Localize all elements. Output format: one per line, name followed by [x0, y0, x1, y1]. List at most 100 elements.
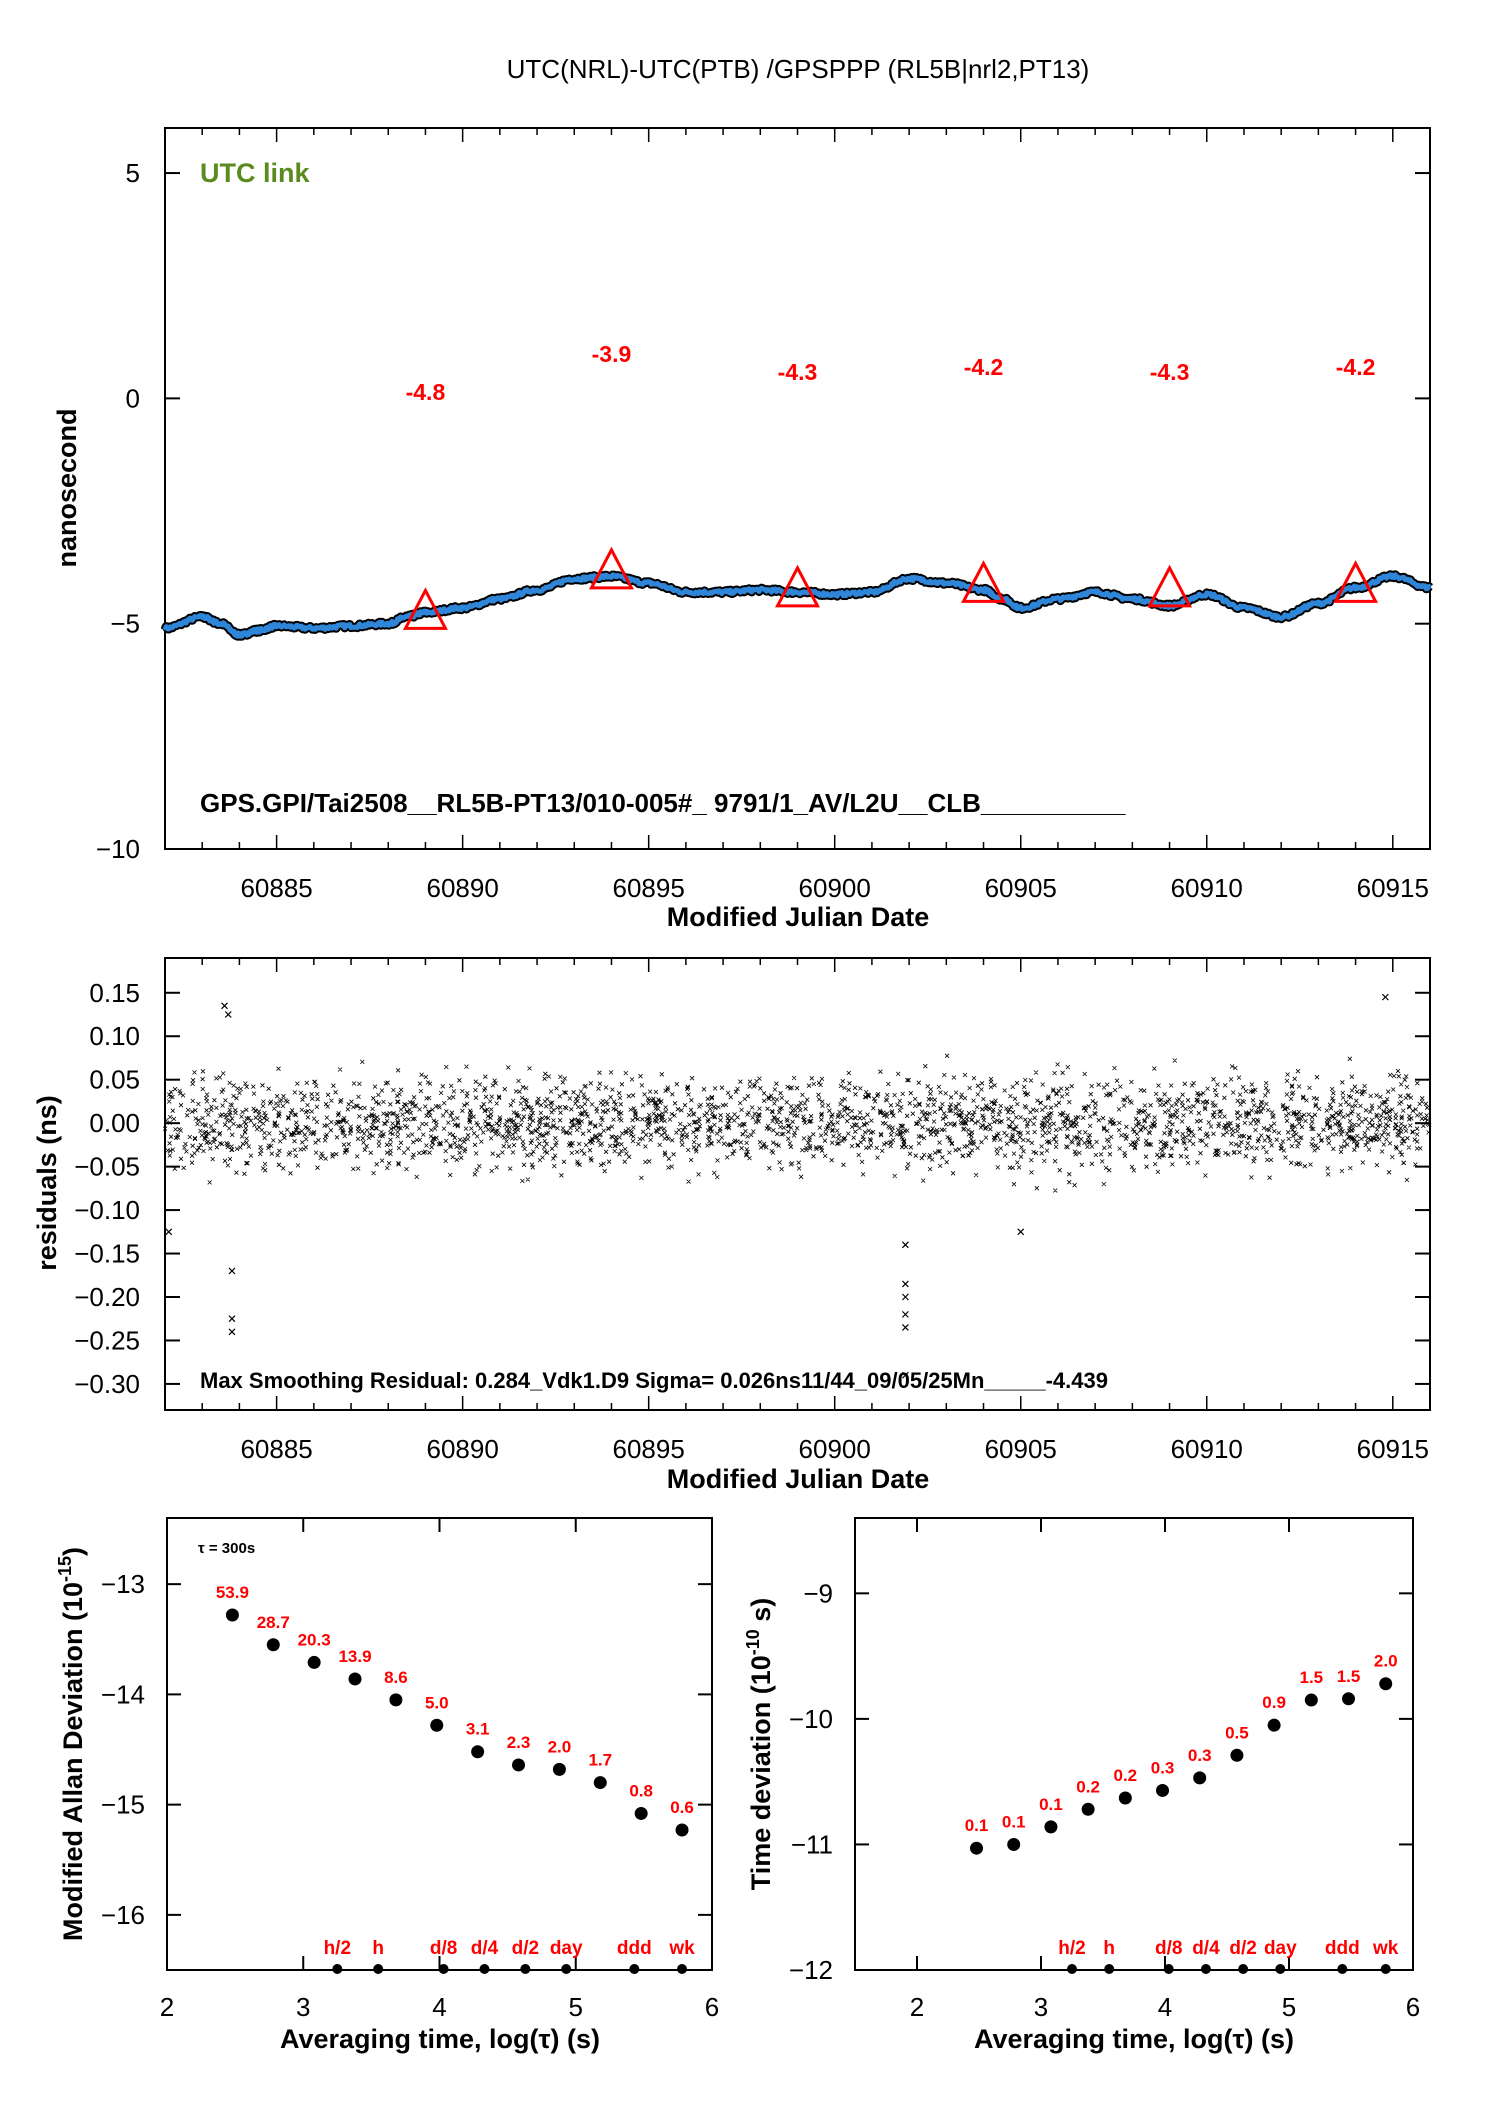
stability-point [430, 1718, 444, 1732]
stability-point [389, 1693, 403, 1707]
panel4-ylabel-exp: -10 [743, 1629, 763, 1655]
stability-point [1379, 1677, 1393, 1691]
tau-marker-point [520, 1964, 531, 1974]
tau-marker-label: d/4 [1192, 1938, 1220, 1959]
residual-outlier [228, 1315, 236, 1323]
stability-point [1193, 1771, 1207, 1785]
tau-marker-label: d/2 [512, 1938, 539, 1959]
time-series-panel: UTC link nanosecond Modified Julian Date… [52, 127, 1434, 932]
stability-point [266, 1638, 280, 1652]
panel1-ytick-label: 5 [126, 158, 140, 188]
triangle-marker [1147, 564, 1193, 608]
panel2-ytick-label: 0.05 [89, 1065, 140, 1095]
allan-deviation-panel: Modified Allan Deviation (10-15) Averagi… [55, 1517, 719, 2054]
panel2-xtick-label: 60900 [799, 1434, 871, 1464]
panel1-note: GPS.GPI/Tai2508__RL5B-PT13/010-005#_ 979… [200, 788, 1126, 818]
tau-marker-label: d/4 [471, 1938, 499, 1959]
p4-ytick-label: −9 [803, 1578, 833, 1608]
tau-marker-point [332, 1964, 343, 1974]
stability-value-label: 28.7 [257, 1613, 290, 1632]
triangle-marker [1333, 560, 1379, 603]
stability-point [552, 1762, 566, 1776]
panel2-ylabel: residuals (ns) [32, 1095, 62, 1271]
panel1-ylabel: nanosecond [52, 408, 82, 567]
stability-value-label: 0.5 [1225, 1723, 1249, 1742]
tau-marker-point [438, 1964, 449, 1974]
p3-xtick-label: 5 [569, 1992, 583, 2022]
panel2-frame [164, 957, 1431, 1411]
tau-marker-point [1067, 1964, 1077, 1974]
residual-outlier [1017, 1228, 1025, 1236]
panel4-ylabel-tail: s) [746, 1598, 776, 1630]
p3-ytick-label: −15 [101, 1790, 145, 1820]
p4-xtick-label: 5 [1282, 1992, 1296, 2022]
tau-marker-point [1380, 1964, 1391, 1974]
residual-outlier [901, 1293, 909, 1301]
tau-marker-point [561, 1964, 572, 1974]
stability-value-label: 20.3 [298, 1630, 331, 1649]
stability-point [970, 1841, 984, 1855]
stability-point [675, 1823, 689, 1837]
panel2-ytick-label: 0.15 [89, 978, 140, 1008]
p3-ytick-label: −14 [101, 1679, 145, 1709]
triangle-value-label: -4.8 [406, 379, 446, 405]
panel4-frame [854, 1517, 1414, 1971]
stability-value-label: 2.0 [1374, 1652, 1398, 1671]
tau-marker-label: ddd [617, 1938, 652, 1959]
panel2-xtick-label: 60890 [426, 1434, 498, 1464]
residuals-panel: residuals (ns) Modified Julian Date Max … [32, 957, 1432, 1494]
p3-xtick-label: 2 [160, 1992, 174, 2022]
stability-value-label: 1.7 [588, 1751, 612, 1770]
tau-marker-label: d/8 [1155, 1938, 1182, 1959]
tau-marker-label: d/8 [430, 1938, 457, 1959]
tau-marker-label: h/2 [1058, 1938, 1085, 1959]
tau-marker-point [1337, 1964, 1348, 1974]
stability-point [1081, 1802, 1095, 1816]
panel2-xtick-label: 60905 [985, 1434, 1057, 1464]
stability-value-label: 1.5 [1337, 1667, 1361, 1686]
panel1-xtick-label: 60895 [613, 873, 685, 903]
panel3-ylabel-main: Modified Allan Deviation (10 [58, 1582, 88, 1941]
p4-ytick-label: −10 [789, 1704, 833, 1734]
stability-point [1342, 1692, 1356, 1706]
tau-marker-label: h/2 [324, 1938, 351, 1959]
tau-note: τ = 300s [198, 1540, 255, 1557]
panel2-xtick-label: 60910 [1171, 1434, 1243, 1464]
tau-marker-label: ddd [1325, 1938, 1360, 1959]
triangle-value-label: -4.2 [1336, 354, 1376, 380]
triangle-marker [402, 587, 448, 630]
panel2-ytick-label: 0.10 [89, 1021, 140, 1051]
stability-value-label: 53.9 [216, 1583, 249, 1602]
smoothed-curve [162, 572, 1432, 639]
stability-point [307, 1655, 321, 1669]
stability-value-label: 0.3 [1188, 1746, 1212, 1765]
residual-outlier [901, 1280, 909, 1288]
panel3-ylabel-tail: ) [58, 1547, 88, 1556]
stability-value-label: 0.1 [1002, 1812, 1026, 1831]
panel1-ytick-label: 0 [126, 383, 140, 413]
stability-value-label: 2.3 [507, 1733, 531, 1752]
p4-xtick-label: 3 [1034, 1992, 1048, 2022]
stability-value-label: 0.3 [1151, 1758, 1175, 1777]
panel4-ylabel-main: Time deviation (10 [746, 1655, 776, 1890]
panel4-ylabel: Time deviation (10-10 s) [743, 1598, 776, 1891]
panel2-ytick-label: −0.15 [74, 1239, 140, 1269]
stability-point [593, 1776, 607, 1790]
residual-outlier [901, 1371, 909, 1379]
figure-title: UTC(NRL)-UTC(PTB) /GPSPPP (RL5B|nrl2,PT1… [507, 54, 1090, 84]
panel1-frame [164, 127, 1431, 850]
stability-value-label: 0.1 [965, 1816, 989, 1835]
panel1-xtick-label: 60905 [985, 873, 1057, 903]
triangle-value-label: -3.9 [592, 341, 632, 367]
triangle-value-label: -4.3 [1150, 359, 1190, 385]
tau-marker-point [1200, 1964, 1211, 1974]
panel1-xtick-label: 60910 [1171, 873, 1243, 903]
panel2-xtick-label: 60895 [613, 1434, 685, 1464]
panel2-xlabel: Modified Julian Date [667, 1464, 930, 1494]
stability-value-label: 13.9 [338, 1647, 371, 1666]
stability-point [225, 1608, 239, 1622]
triangle-marker [775, 564, 820, 608]
stability-point [1267, 1718, 1281, 1732]
panel3-ylabel: Modified Allan Deviation (10-15) [55, 1547, 88, 1941]
stability-point [1118, 1791, 1132, 1805]
